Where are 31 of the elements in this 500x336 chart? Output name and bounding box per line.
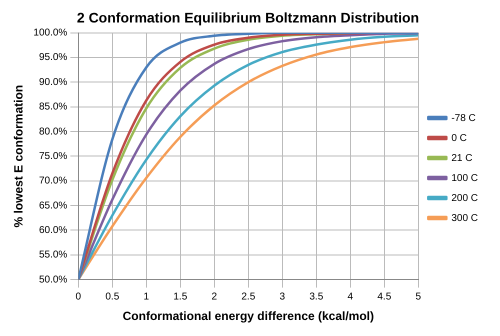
x-tick-label: 2 xyxy=(212,291,218,302)
y-tick-label: 100.0% xyxy=(33,28,68,39)
legend-label: 0 C xyxy=(451,132,467,144)
legend-label: 100 C xyxy=(451,172,478,184)
y-tick-label: 50.0% xyxy=(38,274,68,286)
y-tick-label: 70.0% xyxy=(38,176,68,187)
y-tick-label: 55.0% xyxy=(38,250,68,261)
x-tick-label: 2.5 xyxy=(241,291,256,302)
y-axis-title: % lowest E conformation xyxy=(12,84,26,228)
y-tick-label: 85.0% xyxy=(38,102,68,113)
x-tick-label: 0 xyxy=(76,291,82,302)
y-tick-label: 90.0% xyxy=(38,76,68,88)
y-tick-label: 80.0% xyxy=(38,126,68,138)
legend-label: 200 C xyxy=(451,192,478,204)
y-tick-label: 95.0% xyxy=(38,52,68,64)
legend-label: 300 C xyxy=(451,212,478,224)
legend-label: 21 C xyxy=(451,152,472,164)
y-tick-label: 65.0% xyxy=(38,200,68,212)
x-tick-label: 0.5 xyxy=(105,291,120,302)
x-axis-title: Conformational energy difference (kcal/mol) xyxy=(122,309,374,324)
x-tick-label: 3 xyxy=(280,291,286,302)
x-tick-label: 4 xyxy=(348,291,354,302)
y-tick-label: 60.0% xyxy=(38,224,68,236)
x-tick-label: 4.5 xyxy=(377,291,392,302)
x-tick-label: 1.5 xyxy=(173,291,188,302)
x-tick-label: 5 xyxy=(416,291,422,302)
legend-label: -78 C xyxy=(451,112,476,124)
y-tick-label: 75.0% xyxy=(38,150,68,162)
chart-title: 2 Conformation Equilibrium Boltzmann Distribution xyxy=(76,9,420,26)
x-tick-label: 1 xyxy=(144,291,150,302)
x-tick-label: 3.5 xyxy=(309,291,324,302)
